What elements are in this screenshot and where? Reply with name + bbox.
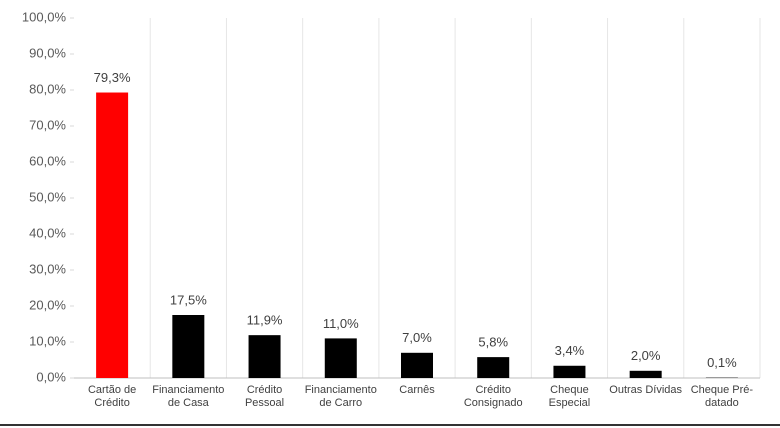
value-label: 11,0%: [323, 316, 359, 331]
x-tick-label: Financiamento de Carro: [304, 384, 377, 409]
y-tick-label: 20,0%: [29, 297, 66, 312]
x-tick-label: Outras Dívidas: [609, 384, 683, 396]
value-label: 7,0%: [402, 330, 432, 345]
y-tick-label: 30,0%: [29, 261, 66, 276]
bar: [629, 370, 662, 378]
value-label: 5,8%: [478, 335, 508, 350]
bar: [172, 315, 205, 378]
value-label: 79,3%: [94, 70, 131, 85]
bar: [96, 92, 129, 379]
bar: [248, 335, 281, 378]
y-tick-label: 10,0%: [29, 333, 66, 348]
bar: [324, 338, 357, 378]
x-tick-label: Cheque Especial: [548, 384, 591, 409]
bar: [401, 352, 433, 378]
x-tick-label: Carnês: [399, 384, 435, 396]
y-tick-label: 50,0%: [29, 189, 66, 204]
y-tick-label: 100,0%: [22, 9, 67, 24]
x-tick-label: Cartão de Crédito: [87, 384, 137, 409]
x-tick-label: Crédito Consignado: [463, 384, 523, 409]
value-label: 0,1%: [707, 355, 737, 370]
y-tick-label: 60,0%: [29, 153, 66, 168]
value-label: 3,4%: [555, 343, 585, 358]
value-label: 17,5%: [170, 292, 207, 307]
y-tick-label: 90,0%: [29, 45, 66, 60]
y-tick-label: 0,0%: [36, 369, 66, 384]
bar: [477, 357, 510, 378]
x-tick-label: Crédito Pessoal: [244, 384, 285, 409]
bar: [553, 365, 586, 378]
value-label: 11,9%: [247, 313, 283, 328]
x-tick-label: Financiamento de Casa: [152, 384, 225, 409]
x-tick-label: Cheque Pré-datado: [690, 384, 754, 409]
y-tick-label: 70,0%: [29, 117, 66, 132]
y-tick-label: 80,0%: [29, 81, 66, 96]
value-label: 2,0%: [631, 348, 661, 363]
y-tick-label: 40,0%: [29, 225, 66, 240]
